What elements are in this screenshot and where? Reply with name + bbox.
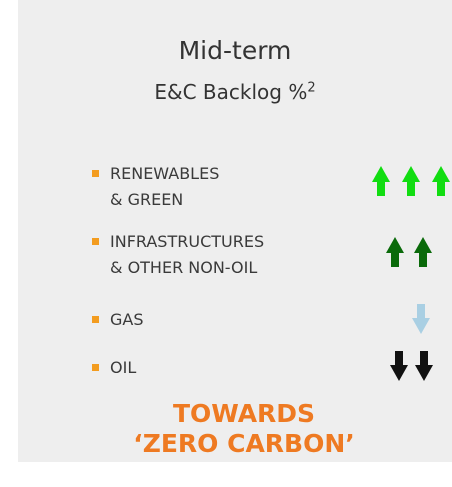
footnote: 2 — [307, 80, 316, 96]
subtitle: E&C Backlog %2 — [0, 80, 452, 104]
bullet — [92, 238, 99, 245]
bullet — [92, 364, 99, 371]
line: & GREEN — [110, 190, 184, 209]
arrow-up — [372, 166, 390, 196]
bullet — [92, 170, 99, 177]
arrow-down — [415, 351, 433, 381]
arrow-up — [432, 166, 450, 196]
arrow-up — [402, 166, 420, 196]
line: GAS — [110, 310, 144, 329]
item-label: GAS — [110, 307, 144, 333]
line: OIL — [110, 358, 137, 377]
footer-line: ‘ZERO CARBON’ — [133, 429, 355, 458]
bullet — [92, 316, 99, 323]
title: Mid-term — [178, 36, 292, 65]
panel — [18, 0, 452, 462]
subtitle-text: E&C Backlog % — [154, 80, 308, 104]
line: RENEWABLES — [110, 164, 220, 183]
line: INFRASTRUCTURES — [110, 232, 265, 251]
arrow-up — [414, 237, 432, 267]
item-label: OIL — [110, 355, 136, 381]
item-label: INFRASTRUCTURES & OTHER NON-OIL — [110, 229, 264, 281]
footer: TOWARDS ‘ZERO CARBON’ — [18, 399, 452, 459]
arrow-up — [386, 237, 404, 267]
item-label: RENEWABLES & GREEN — [110, 161, 219, 213]
arrow-down — [390, 351, 408, 381]
footer-line: TOWARDS — [172, 399, 316, 428]
line: & OTHER NON-OIL — [110, 258, 258, 277]
arrow-down — [412, 304, 430, 334]
